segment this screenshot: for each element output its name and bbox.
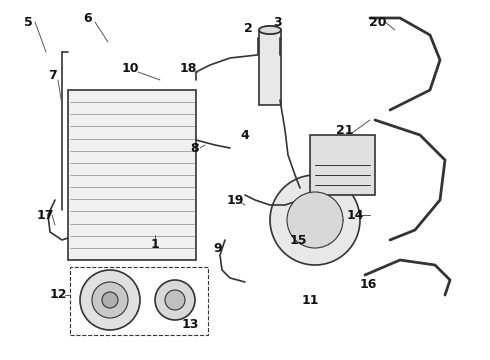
Text: 9: 9 bbox=[214, 242, 222, 255]
Text: 16: 16 bbox=[359, 279, 377, 292]
Text: 19: 19 bbox=[226, 194, 244, 207]
Circle shape bbox=[287, 192, 343, 248]
Text: 1: 1 bbox=[150, 239, 159, 252]
Text: 13: 13 bbox=[181, 319, 198, 332]
Text: 18: 18 bbox=[179, 62, 196, 75]
Text: 7: 7 bbox=[48, 68, 56, 81]
Circle shape bbox=[102, 292, 118, 308]
Bar bbox=[259, 30, 281, 105]
Ellipse shape bbox=[259, 26, 281, 34]
Circle shape bbox=[80, 270, 140, 330]
Circle shape bbox=[155, 280, 195, 320]
Text: 11: 11 bbox=[301, 293, 319, 306]
Text: 3: 3 bbox=[274, 15, 282, 28]
Text: 14: 14 bbox=[346, 208, 364, 221]
Text: 2: 2 bbox=[244, 22, 252, 35]
Text: 17: 17 bbox=[36, 208, 54, 221]
Text: 4: 4 bbox=[241, 129, 249, 141]
Circle shape bbox=[270, 175, 360, 265]
Bar bbox=[70, 267, 208, 335]
Circle shape bbox=[165, 290, 185, 310]
Bar bbox=[68, 90, 196, 260]
Text: 10: 10 bbox=[121, 62, 139, 75]
Text: 12: 12 bbox=[49, 288, 67, 302]
Circle shape bbox=[92, 282, 128, 318]
Text: 21: 21 bbox=[336, 123, 354, 136]
Ellipse shape bbox=[259, 26, 281, 34]
Text: 6: 6 bbox=[84, 12, 92, 24]
Text: 20: 20 bbox=[369, 15, 387, 28]
Text: 8: 8 bbox=[191, 141, 199, 154]
Bar bbox=[310, 135, 375, 195]
Text: 5: 5 bbox=[24, 15, 32, 28]
Text: 15: 15 bbox=[289, 234, 307, 247]
